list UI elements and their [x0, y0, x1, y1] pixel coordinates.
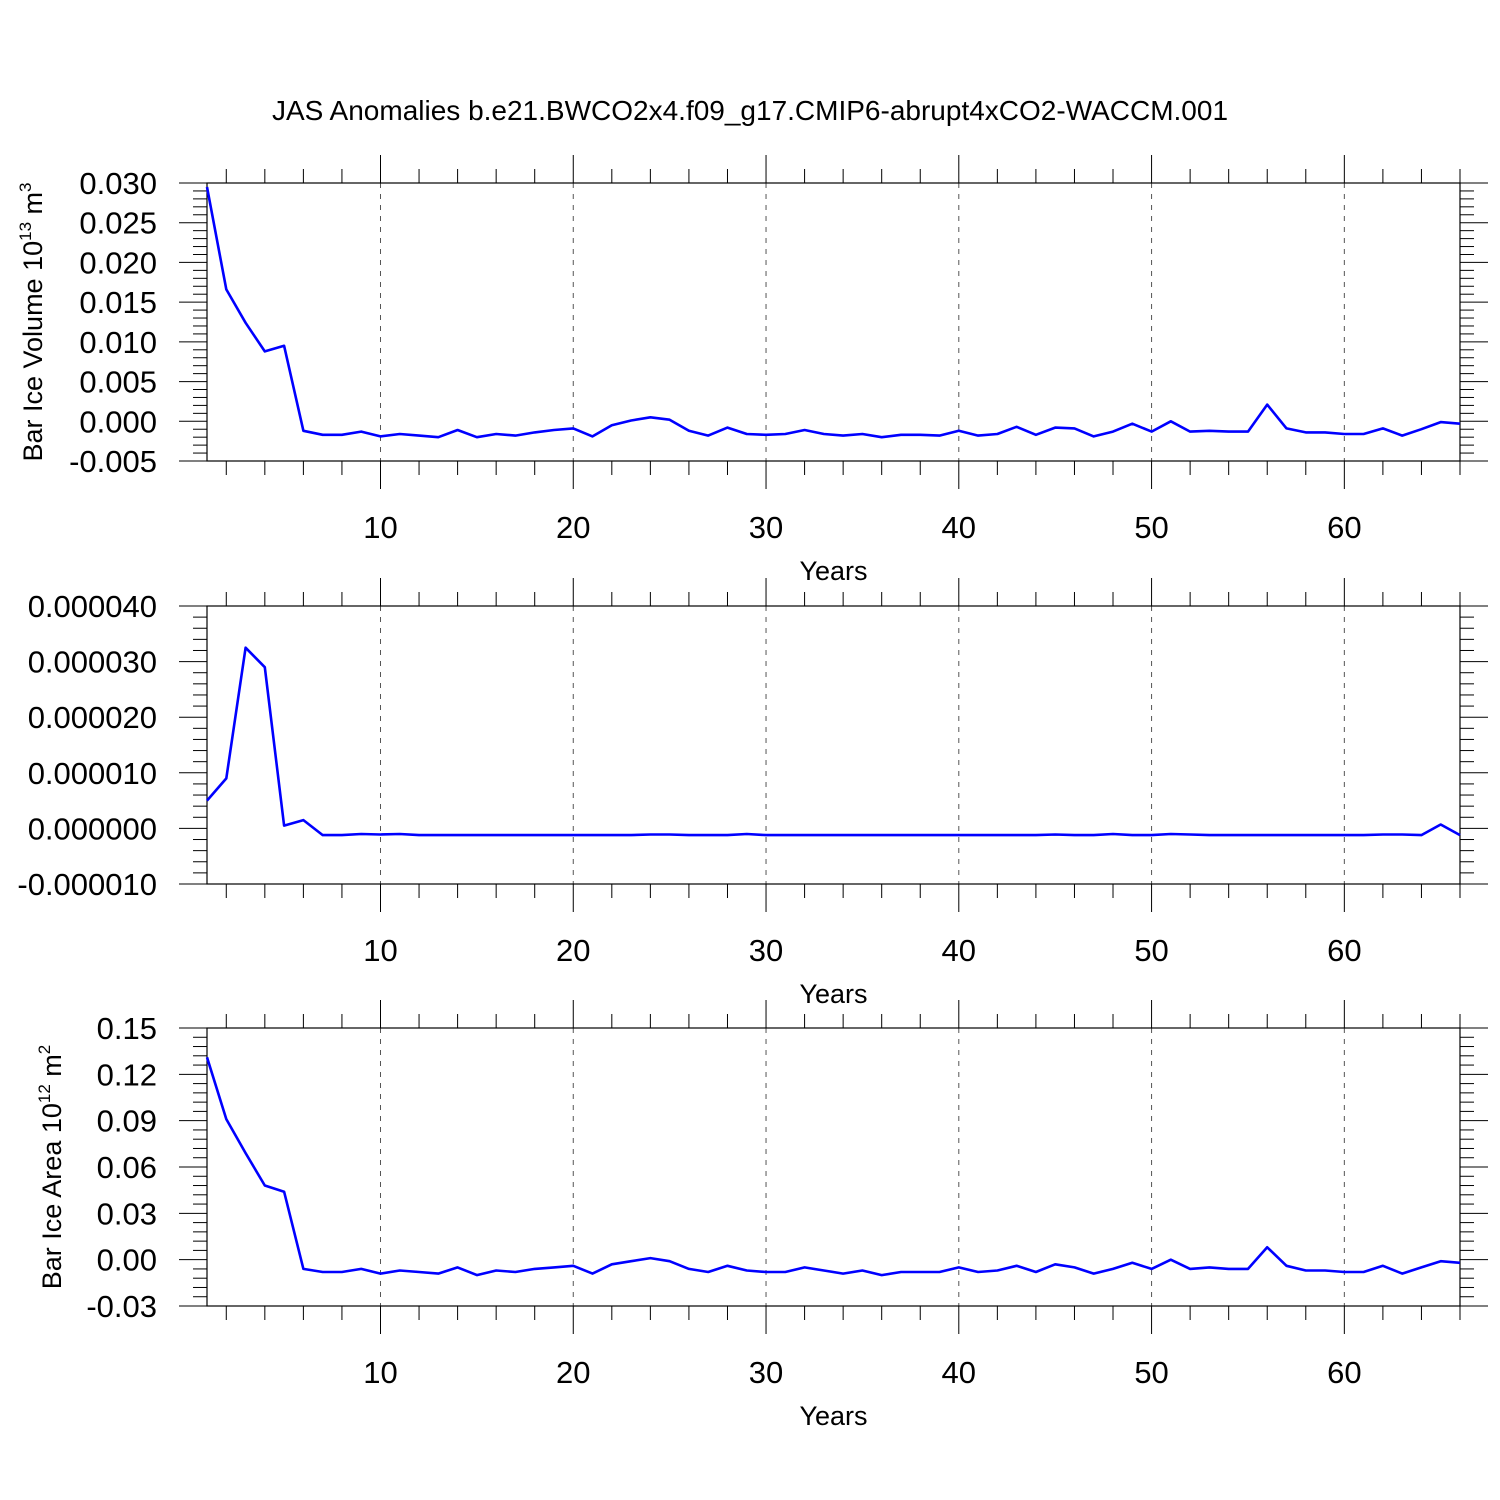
x-tick-label: 20 — [556, 510, 590, 545]
x-axis-label: Years — [799, 1401, 867, 1431]
y-axis-label-exponent: 3 — [16, 182, 35, 191]
y-tick-label: 0.000040 — [28, 589, 157, 624]
y-axis-label-exponent: 12 — [35, 1084, 54, 1103]
y-tick-label: 0.005 — [79, 365, 157, 400]
y-tick-label: -0.000010 — [17, 867, 157, 902]
y-tick-label: 0.030 — [79, 166, 157, 201]
y-axis-label-exponent: 2 — [35, 1045, 54, 1054]
x-tick-label: 50 — [1134, 933, 1168, 968]
chart-panel-3: 0.15 0.12 0.09 0.06 0.03 0.00 -0.03 10 20 30 40 50 6… — [35, 1000, 1488, 1431]
y-tick-label: 0.000000 — [28, 811, 157, 846]
y-tick-label: -0.03 — [86, 1289, 157, 1324]
x-tick-label: 60 — [1327, 933, 1361, 968]
y-axis-label: Bar Ice Area 1012 m2 — [35, 1045, 67, 1290]
x-tick-label: 30 — [749, 1355, 783, 1390]
y-axis-label: Bar Ice Volume 1013 m3 — [16, 182, 48, 461]
y-axis-label-text: Bar Ice Volume 10 — [18, 241, 48, 462]
y-axis-label-text: m — [18, 192, 48, 222]
y-tick-label: 0.025 — [79, 206, 157, 241]
x-tick-label: 10 — [363, 933, 397, 968]
y-tick-label: 0.12 — [97, 1057, 157, 1092]
x-tick-label: 10 — [363, 510, 397, 545]
chart-panel-1: 0.030 0.025 0.020 0.015 0.010 0.005 0.000 -0.00… — [16, 155, 1488, 586]
y-tick-label: 0.03 — [97, 1196, 157, 1231]
y-tick-label: 0.09 — [97, 1104, 157, 1139]
x-tick-label: 30 — [749, 933, 783, 968]
y-tick-label: 0.020 — [79, 245, 157, 280]
y-tick-label: 0.000 — [79, 404, 157, 439]
x-tick-label: 40 — [942, 1355, 976, 1390]
plot-frame — [206, 605, 1461, 885]
x-tick-label: 20 — [556, 1355, 590, 1390]
x-tick-label: 30 — [749, 510, 783, 545]
y-tick-label: 0.000010 — [28, 756, 157, 791]
series-line-1 — [205, 1056, 1461, 1277]
x-tick-label: 60 — [1327, 1355, 1361, 1390]
x-tick-label: 50 — [1134, 510, 1168, 545]
x-axis-label: Years — [799, 979, 867, 1009]
y-tick-label: 0.000030 — [28, 645, 157, 680]
plot-frame — [206, 182, 1461, 462]
y-axis-label-exponent: 13 — [16, 222, 35, 241]
y-tick-label: 0.00 — [97, 1243, 157, 1278]
x-tick-label: 40 — [942, 933, 976, 968]
chart-panel-2: 0.000040 0.000030 0.000020 0.000010 0.000000… — [17, 578, 1488, 1009]
panels: 0.030 0.025 0.020 0.015 0.010 0.005 0.000 -0.00… — [16, 155, 1488, 1431]
x-tick-label: 40 — [942, 510, 976, 545]
page-title: JAS Anomalies b.e21.BWCO2x4.f09_g17.CMIP… — [272, 95, 1228, 126]
x-tick-label: 10 — [363, 1355, 397, 1390]
series-line-1 — [206, 646, 1461, 837]
x-tick-label: 60 — [1327, 510, 1361, 545]
y-tick-label: 0.06 — [97, 1150, 157, 1185]
y-tick-label: 0.010 — [79, 325, 157, 360]
series-line-1 — [205, 186, 1461, 439]
x-tick-label: 20 — [556, 933, 590, 968]
x-axis-label: Years — [799, 556, 867, 586]
x-tick-label: 50 — [1134, 1355, 1168, 1390]
y-tick-label: 0.000020 — [28, 700, 157, 735]
y-tick-label: 0.015 — [79, 285, 157, 320]
y-tick-label: 0.15 — [97, 1011, 157, 1046]
y-axis-label-text: m — [37, 1054, 67, 1084]
y-tick-label: -0.005 — [69, 444, 157, 479]
y-axis-label-text: Bar Ice Area 10 — [37, 1103, 67, 1289]
